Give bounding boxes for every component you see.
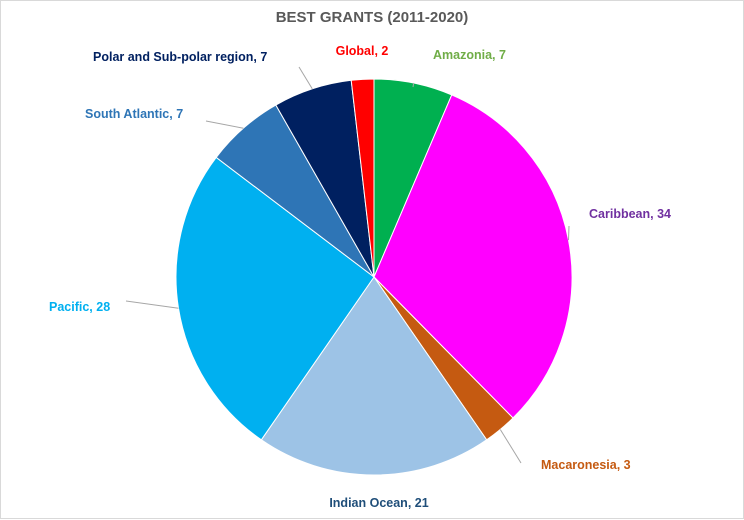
data-label-macaronesia: Macaronesia, 3: [541, 458, 631, 472]
data-label-amazonia: Amazonia, 7: [433, 48, 506, 62]
pie-slice-indian-ocean: [260, 276, 488, 476]
pie-slice-caribbean: [373, 94, 573, 419]
data-label-global: Global, 2: [336, 44, 389, 58]
chart-title: BEST GRANTS (2011-2020): [275, 9, 469, 26]
leader-line-south-atlantic: [205, 120, 244, 129]
leader-line-macaronesia: [499, 429, 522, 464]
pie-slice-global: [350, 78, 375, 278]
data-label-caribbean: Caribbean, 34: [589, 207, 671, 221]
data-label-indian-ocean: Indian Ocean, 21: [329, 496, 428, 510]
leader-line-caribbean: [568, 225, 570, 241]
data-label-south-atlantic: South Atlantic, 7: [85, 107, 183, 121]
leader-line-polar-and-sub-polar-region: [298, 66, 313, 90]
leader-line-amazonia: [412, 82, 415, 88]
data-label-pacific: Pacific, 28: [49, 300, 110, 314]
data-label-polar-and-sub-polar-region: Polar and Sub-polar region, 7: [93, 50, 267, 64]
leader-line-pacific: [125, 300, 179, 309]
